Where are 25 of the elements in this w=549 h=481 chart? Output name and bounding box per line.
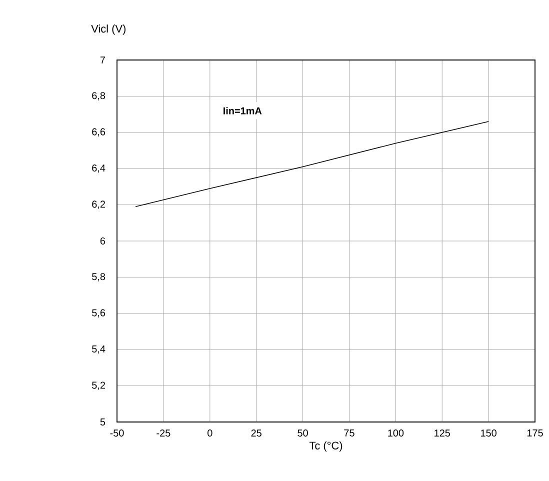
y-tick-label: 6,6 — [92, 128, 106, 137]
y-tick-label: 5,6 — [92, 309, 106, 318]
x-tick-label: 150 — [481, 430, 496, 437]
annotation: Iin=1mA — [224, 107, 262, 114]
y-tick-label: 5 — [100, 418, 106, 426]
y-tick-label: 5,4 — [92, 346, 106, 354]
x-tick-label: -25 — [156, 430, 170, 437]
line-series — [135, 121, 489, 208]
x-tick-label: 125 — [434, 430, 450, 437]
x-tick-label: -50 — [110, 430, 124, 437]
x-axis-title: Tc (°C) — [309, 441, 342, 452]
y-tick-label: 6,2 — [92, 200, 105, 209]
y-tick-label: 6,8 — [92, 92, 106, 100]
x-tick-label: 50 — [298, 430, 308, 437]
x-tick-label: 175 — [527, 430, 543, 436]
y-tick-label: 5,2 — [92, 382, 105, 390]
y-axis-title: Vicl (V) — [91, 24, 126, 35]
y-tick-label: 6,4 — [92, 164, 106, 173]
x-tick-label: 100 — [388, 430, 404, 437]
y-tick-label: 7 — [100, 56, 105, 64]
x-tick-label: 75 — [344, 430, 354, 436]
x-tick-label: 0 — [208, 430, 212, 437]
y-tick-label: 6 — [100, 237, 106, 245]
y-tick-label: 5,8 — [92, 273, 106, 282]
x-tick-label: 25 — [251, 430, 262, 437]
